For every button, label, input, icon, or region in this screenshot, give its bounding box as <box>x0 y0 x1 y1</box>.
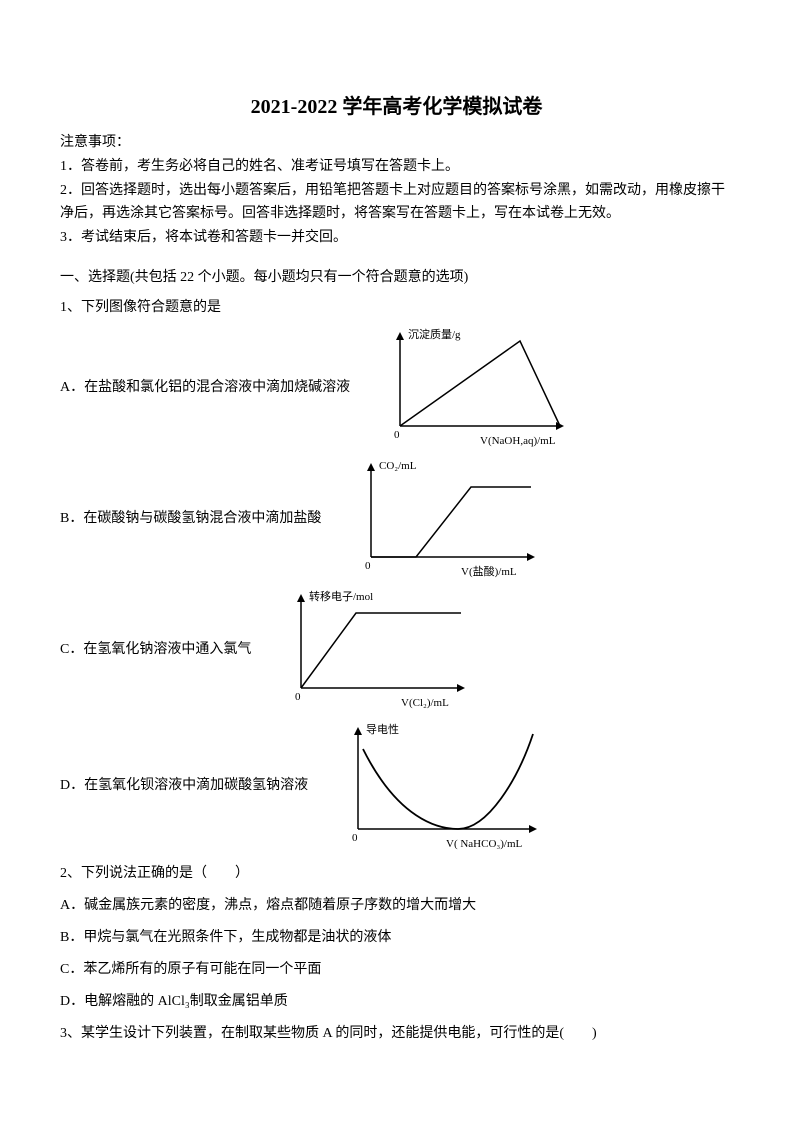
q1-chart-b: CO₂/mL 0 V(盐酸)/mL <box>331 457 541 582</box>
exam-page: 2021-2022 学年高考化学模拟试卷 注意事项： 1．答卷前，考生务必将自己… <box>0 0 793 1092</box>
chart-c-origin: 0 <box>295 691 301 703</box>
q2-option-a: A．碱金属族元素的密度，沸点，熔点都随着原子序数的增大而增大 <box>60 892 733 920</box>
q1-option-c-text: C．在氢氧化钠溶液中通入氯气 <box>60 638 251 662</box>
q2-option-c: C．苯乙烯所有的原子有可能在同一个平面 <box>60 956 733 984</box>
q1-chart-c: 转移电子/mol 0 V(Cl₂)/mL <box>261 588 471 713</box>
q1-chart-d: 导电性 0 V( NaHCO₃)/mL <box>318 719 548 854</box>
q1-option-d-row: D．在氢氧化钡溶液中滴加碳酸氢钠溶液 导电性 0 V( NaHCO₃)/mL <box>60 719 733 854</box>
chart-d-origin: 0 <box>352 832 358 844</box>
chart-d-xlabel: V( NaHCO₃)/mL <box>446 838 523 850</box>
q2-option-b: B．甲烷与氯气在光照条件下，生成物都是油状的液体 <box>60 924 733 952</box>
chart-b-origin: 0 <box>365 560 371 572</box>
q1-option-b-text: B．在碳酸钠与碳酸氢钠混合液中滴加盐酸 <box>60 507 321 531</box>
page-title: 2021-2022 学年高考化学模拟试卷 <box>60 90 733 119</box>
chart-a-xlabel: V(NaOH,aq)/mL <box>480 435 556 447</box>
chart-d-svg: 导电性 0 V( NaHCO₃)/mL <box>318 719 548 854</box>
chart-a-svg: 沉淀质量/g 0 V(NaOH,aq)/mL <box>360 326 570 451</box>
q1-chart-a: 沉淀质量/g 0 V(NaOH,aq)/mL <box>360 326 570 451</box>
q1-option-d-text: D．在氢氧化钡溶液中滴加碳酸氢钠溶液 <box>60 774 308 798</box>
q1-option-b-row: B．在碳酸钠与碳酸氢钠混合液中滴加盐酸 CO₂/mL 0 V(盐酸)/mL <box>60 457 733 582</box>
notice-3: 3．考试结束后，将本试卷和答题卡一并交回。 <box>60 226 733 250</box>
q1-option-c-row: C．在氢氧化钠溶液中通入氯气 转移电子/mol 0 V(Cl₂)/mL <box>60 588 733 713</box>
chart-d-ylabel: 导电性 <box>366 722 399 736</box>
q1-option-a-text: A．在盐酸和氯化铝的混合溶液中滴加烧碱溶液 <box>60 376 350 400</box>
q1-option-a-row: A．在盐酸和氯化铝的混合溶液中滴加烧碱溶液 沉淀质量/g 0 V(NaOH,aq… <box>60 326 733 451</box>
chart-b-svg: CO₂/mL 0 V(盐酸)/mL <box>331 457 541 582</box>
notice-2: 2．回答选择题时，选出每小题答案后，用铅笔把答题卡上对应题目的答案标号涂黑，如需… <box>60 179 733 227</box>
q2-stem: 2、下列说法正确的是（ ） <box>60 860 733 888</box>
q3-stem: 3、某学生设计下列装置，在制取某些物质 A 的同时，还能提供电能，可行性的是( … <box>60 1020 733 1048</box>
notice-heading: 注意事项： <box>60 131 733 155</box>
chart-c-xlabel: V(Cl₂)/mL <box>401 697 449 709</box>
chart-c-ylabel: 转移电子/mol <box>309 589 373 603</box>
section-1-heading: 一、选择题(共包括 22 个小题。每小题均只有一个符合题意的选项) <box>60 266 733 290</box>
chart-a-ylabel: 沉淀质量/g <box>408 327 461 341</box>
q1-stem: 1、下列图像符合题意的是 <box>60 296 733 320</box>
notice-1: 1．答卷前，考生务必将自己的姓名、准考证号填写在答题卡上。 <box>60 155 733 179</box>
chart-b-xlabel: V(盐酸)/mL <box>461 564 517 578</box>
chart-a-origin: 0 <box>394 429 400 441</box>
chart-c-svg: 转移电子/mol 0 V(Cl₂)/mL <box>261 588 471 713</box>
chart-b-ylabel: CO₂/mL <box>379 460 417 472</box>
q2-option-d: D．电解熔融的 AlCl₃制取金属铝单质 <box>60 988 733 1016</box>
